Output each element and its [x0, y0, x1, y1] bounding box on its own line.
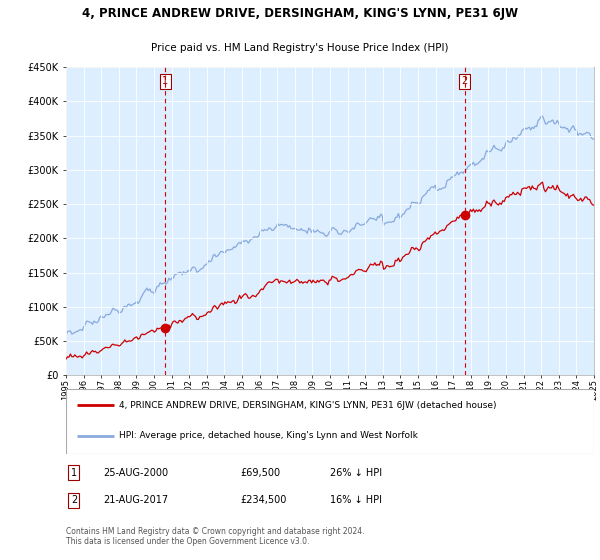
- FancyBboxPatch shape: [66, 389, 594, 454]
- Text: Price paid vs. HM Land Registry's House Price Index (HPI): Price paid vs. HM Land Registry's House …: [151, 43, 449, 53]
- Text: 25-AUG-2000: 25-AUG-2000: [103, 468, 168, 478]
- Text: 26% ↓ HPI: 26% ↓ HPI: [330, 468, 382, 478]
- Text: Contains HM Land Registry data © Crown copyright and database right 2024.
This d: Contains HM Land Registry data © Crown c…: [66, 527, 365, 547]
- Text: 2: 2: [461, 76, 468, 86]
- Text: 1: 1: [71, 468, 77, 478]
- Text: £234,500: £234,500: [240, 496, 287, 506]
- Text: 4, PRINCE ANDREW DRIVE, DERSINGHAM, KING'S LYNN, PE31 6JW (detached house): 4, PRINCE ANDREW DRIVE, DERSINGHAM, KING…: [119, 401, 496, 410]
- Text: 1: 1: [163, 76, 169, 86]
- Text: £69,500: £69,500: [240, 468, 280, 478]
- Text: 4, PRINCE ANDREW DRIVE, DERSINGHAM, KING'S LYNN, PE31 6JW: 4, PRINCE ANDREW DRIVE, DERSINGHAM, KING…: [82, 7, 518, 20]
- Text: HPI: Average price, detached house, King's Lynn and West Norfolk: HPI: Average price, detached house, King…: [119, 431, 418, 440]
- Text: 21-AUG-2017: 21-AUG-2017: [103, 496, 168, 506]
- Text: 16% ↓ HPI: 16% ↓ HPI: [330, 496, 382, 506]
- Text: 2: 2: [71, 496, 77, 506]
